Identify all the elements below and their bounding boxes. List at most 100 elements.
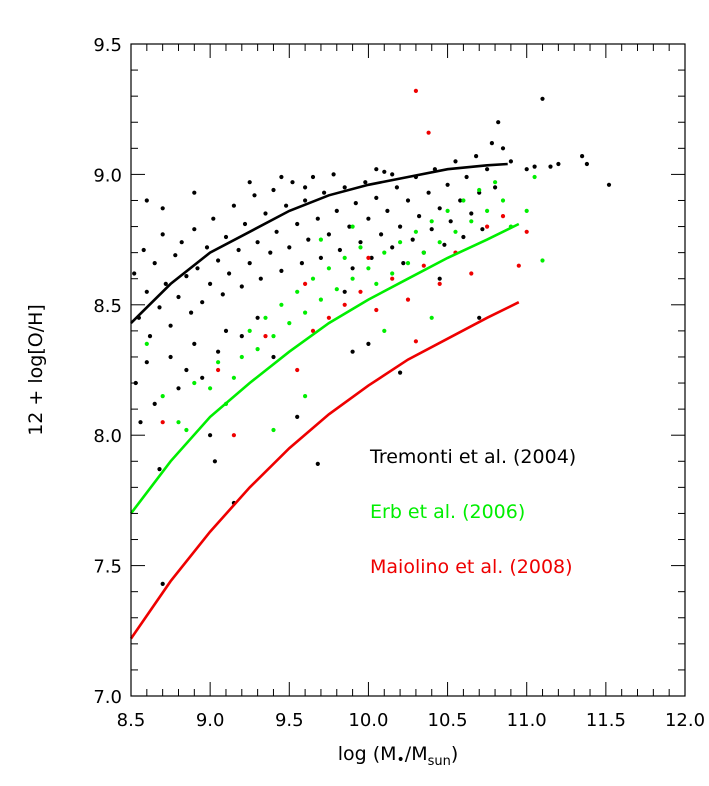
point-series-0-15 <box>192 227 197 232</box>
point-series-0-31 <box>255 240 260 245</box>
point-series-0-28 <box>242 221 248 227</box>
point-series-2-21 <box>524 229 529 234</box>
point-series-0-114 <box>208 433 213 438</box>
point-series-1-8 <box>231 375 236 380</box>
point-series-0-72 <box>417 214 422 219</box>
point-series-0-69 <box>405 198 411 203</box>
point-series-0-122 <box>315 461 320 466</box>
point-series-0-79 <box>445 182 450 187</box>
y-tick-label: 9.5 <box>93 35 122 56</box>
point-series-0-84 <box>464 174 469 180</box>
point-series-0-39 <box>287 245 292 250</box>
point-series-0-41 <box>295 221 300 227</box>
point-series-0-94 <box>508 159 513 164</box>
x-axis-title-star: • <box>397 752 405 768</box>
y-tick-label: 9.0 <box>93 165 122 186</box>
point-series-0-121 <box>295 414 300 419</box>
axis-ticks-layer: 8.5 9.0 9.5 10.0 10.5 11.0 11.5 12.0 7.0 7.5 8.0 8.… <box>93 35 705 731</box>
point-series-1-3 <box>184 427 189 433</box>
point-series-0-130 <box>192 190 197 195</box>
point-series-1-0 <box>144 341 149 346</box>
x-axis-title-suffix: ) <box>451 743 458 765</box>
point-series-2-1 <box>426 130 431 135</box>
point-series-1-12 <box>263 315 268 320</box>
point-series-0-24 <box>227 271 232 276</box>
point-series-0-60 <box>369 255 374 260</box>
point-series-1-38 <box>469 219 474 224</box>
point-series-2-4 <box>231 433 236 438</box>
point-series-1-15 <box>287 321 292 326</box>
point-series-2-15 <box>437 281 442 286</box>
x-tick-label: 9.0 <box>196 710 225 731</box>
point-series-0-0 <box>132 271 137 276</box>
point-series-0-137 <box>390 172 395 177</box>
y-axis-title: 12 + log[O/H] <box>25 304 47 436</box>
point-series-0-38 <box>284 203 289 208</box>
point-series-0-45 <box>310 174 316 180</box>
point-series-0-123 <box>350 349 355 354</box>
point-series-0-22 <box>220 292 225 297</box>
point-series-1-5 <box>208 386 213 391</box>
point-series-0-78 <box>442 242 447 247</box>
point-series-1-14 <box>279 302 284 307</box>
point-series-2-18 <box>485 224 490 229</box>
point-series-0-81 <box>453 159 458 164</box>
point-series-1-36 <box>453 229 458 234</box>
point-series-0-59 <box>366 216 371 221</box>
point-series-2-5 <box>263 334 268 339</box>
point-series-0-64 <box>385 208 390 213</box>
point-series-0-4 <box>147 334 153 339</box>
plot-area: 8.5 9.0 9.5 10.0 10.5 11.0 11.5 12.0 7.0 7.5 8.0 8.… <box>93 35 705 731</box>
point-series-0-104 <box>138 420 143 425</box>
point-series-0-77 <box>437 206 442 211</box>
point-series-0-40 <box>290 180 295 185</box>
point-series-0-116 <box>216 349 221 354</box>
point-series-0-83 <box>461 234 466 240</box>
point-series-0-62 <box>379 232 384 237</box>
point-series-0-74 <box>426 190 431 195</box>
point-series-1-40 <box>485 208 490 213</box>
point-series-0-100 <box>580 154 585 159</box>
point-series-0-111 <box>184 367 189 373</box>
point-series-2-10 <box>358 289 363 294</box>
point-series-2-22 <box>366 255 371 260</box>
point-series-1-28 <box>390 271 395 276</box>
point-series-0-57 <box>358 240 363 245</box>
point-series-0-92 <box>496 120 501 125</box>
fit-curve-series-1 <box>129 222 520 515</box>
point-series-1-46 <box>540 258 545 263</box>
point-series-0-110 <box>176 386 181 391</box>
point-series-2-12 <box>390 276 395 281</box>
point-series-0-112 <box>192 341 197 346</box>
point-series-1-2 <box>176 420 181 425</box>
point-series-0-52 <box>337 247 342 253</box>
point-series-0-49 <box>326 232 331 237</box>
point-series-0-12 <box>179 240 184 245</box>
legend-entry-tremonti: Tremonti et al. (2004) <box>369 446 576 468</box>
point-series-0-96 <box>532 164 537 169</box>
point-series-1-44 <box>524 208 529 213</box>
point-series-0-29 <box>247 261 252 266</box>
point-series-0-11 <box>176 294 181 300</box>
point-series-0-107 <box>157 467 162 472</box>
point-series-0-46 <box>315 216 320 221</box>
x-tick-label: 10.0 <box>348 710 388 731</box>
point-series-0-82 <box>458 198 463 203</box>
x-axis-title: log (M•/Msun) <box>338 743 459 769</box>
point-series-0-25 <box>231 203 236 208</box>
point-series-1-47 <box>271 427 276 433</box>
x-tick-label: 10.5 <box>428 710 468 731</box>
point-series-0-106 <box>152 401 157 406</box>
point-series-0-91 <box>493 185 498 190</box>
point-series-0-10 <box>173 253 178 258</box>
point-series-0-21 <box>216 258 221 263</box>
fit-curves-layer <box>129 162 520 640</box>
point-series-1-4 <box>192 380 197 386</box>
point-series-1-30 <box>405 261 411 266</box>
point-series-2-9 <box>342 302 347 307</box>
point-series-1-42 <box>500 198 506 203</box>
point-series-0-70 <box>410 237 415 242</box>
point-series-0-14 <box>189 310 194 315</box>
point-series-0-109 <box>168 354 173 360</box>
point-series-0-2 <box>141 247 146 253</box>
